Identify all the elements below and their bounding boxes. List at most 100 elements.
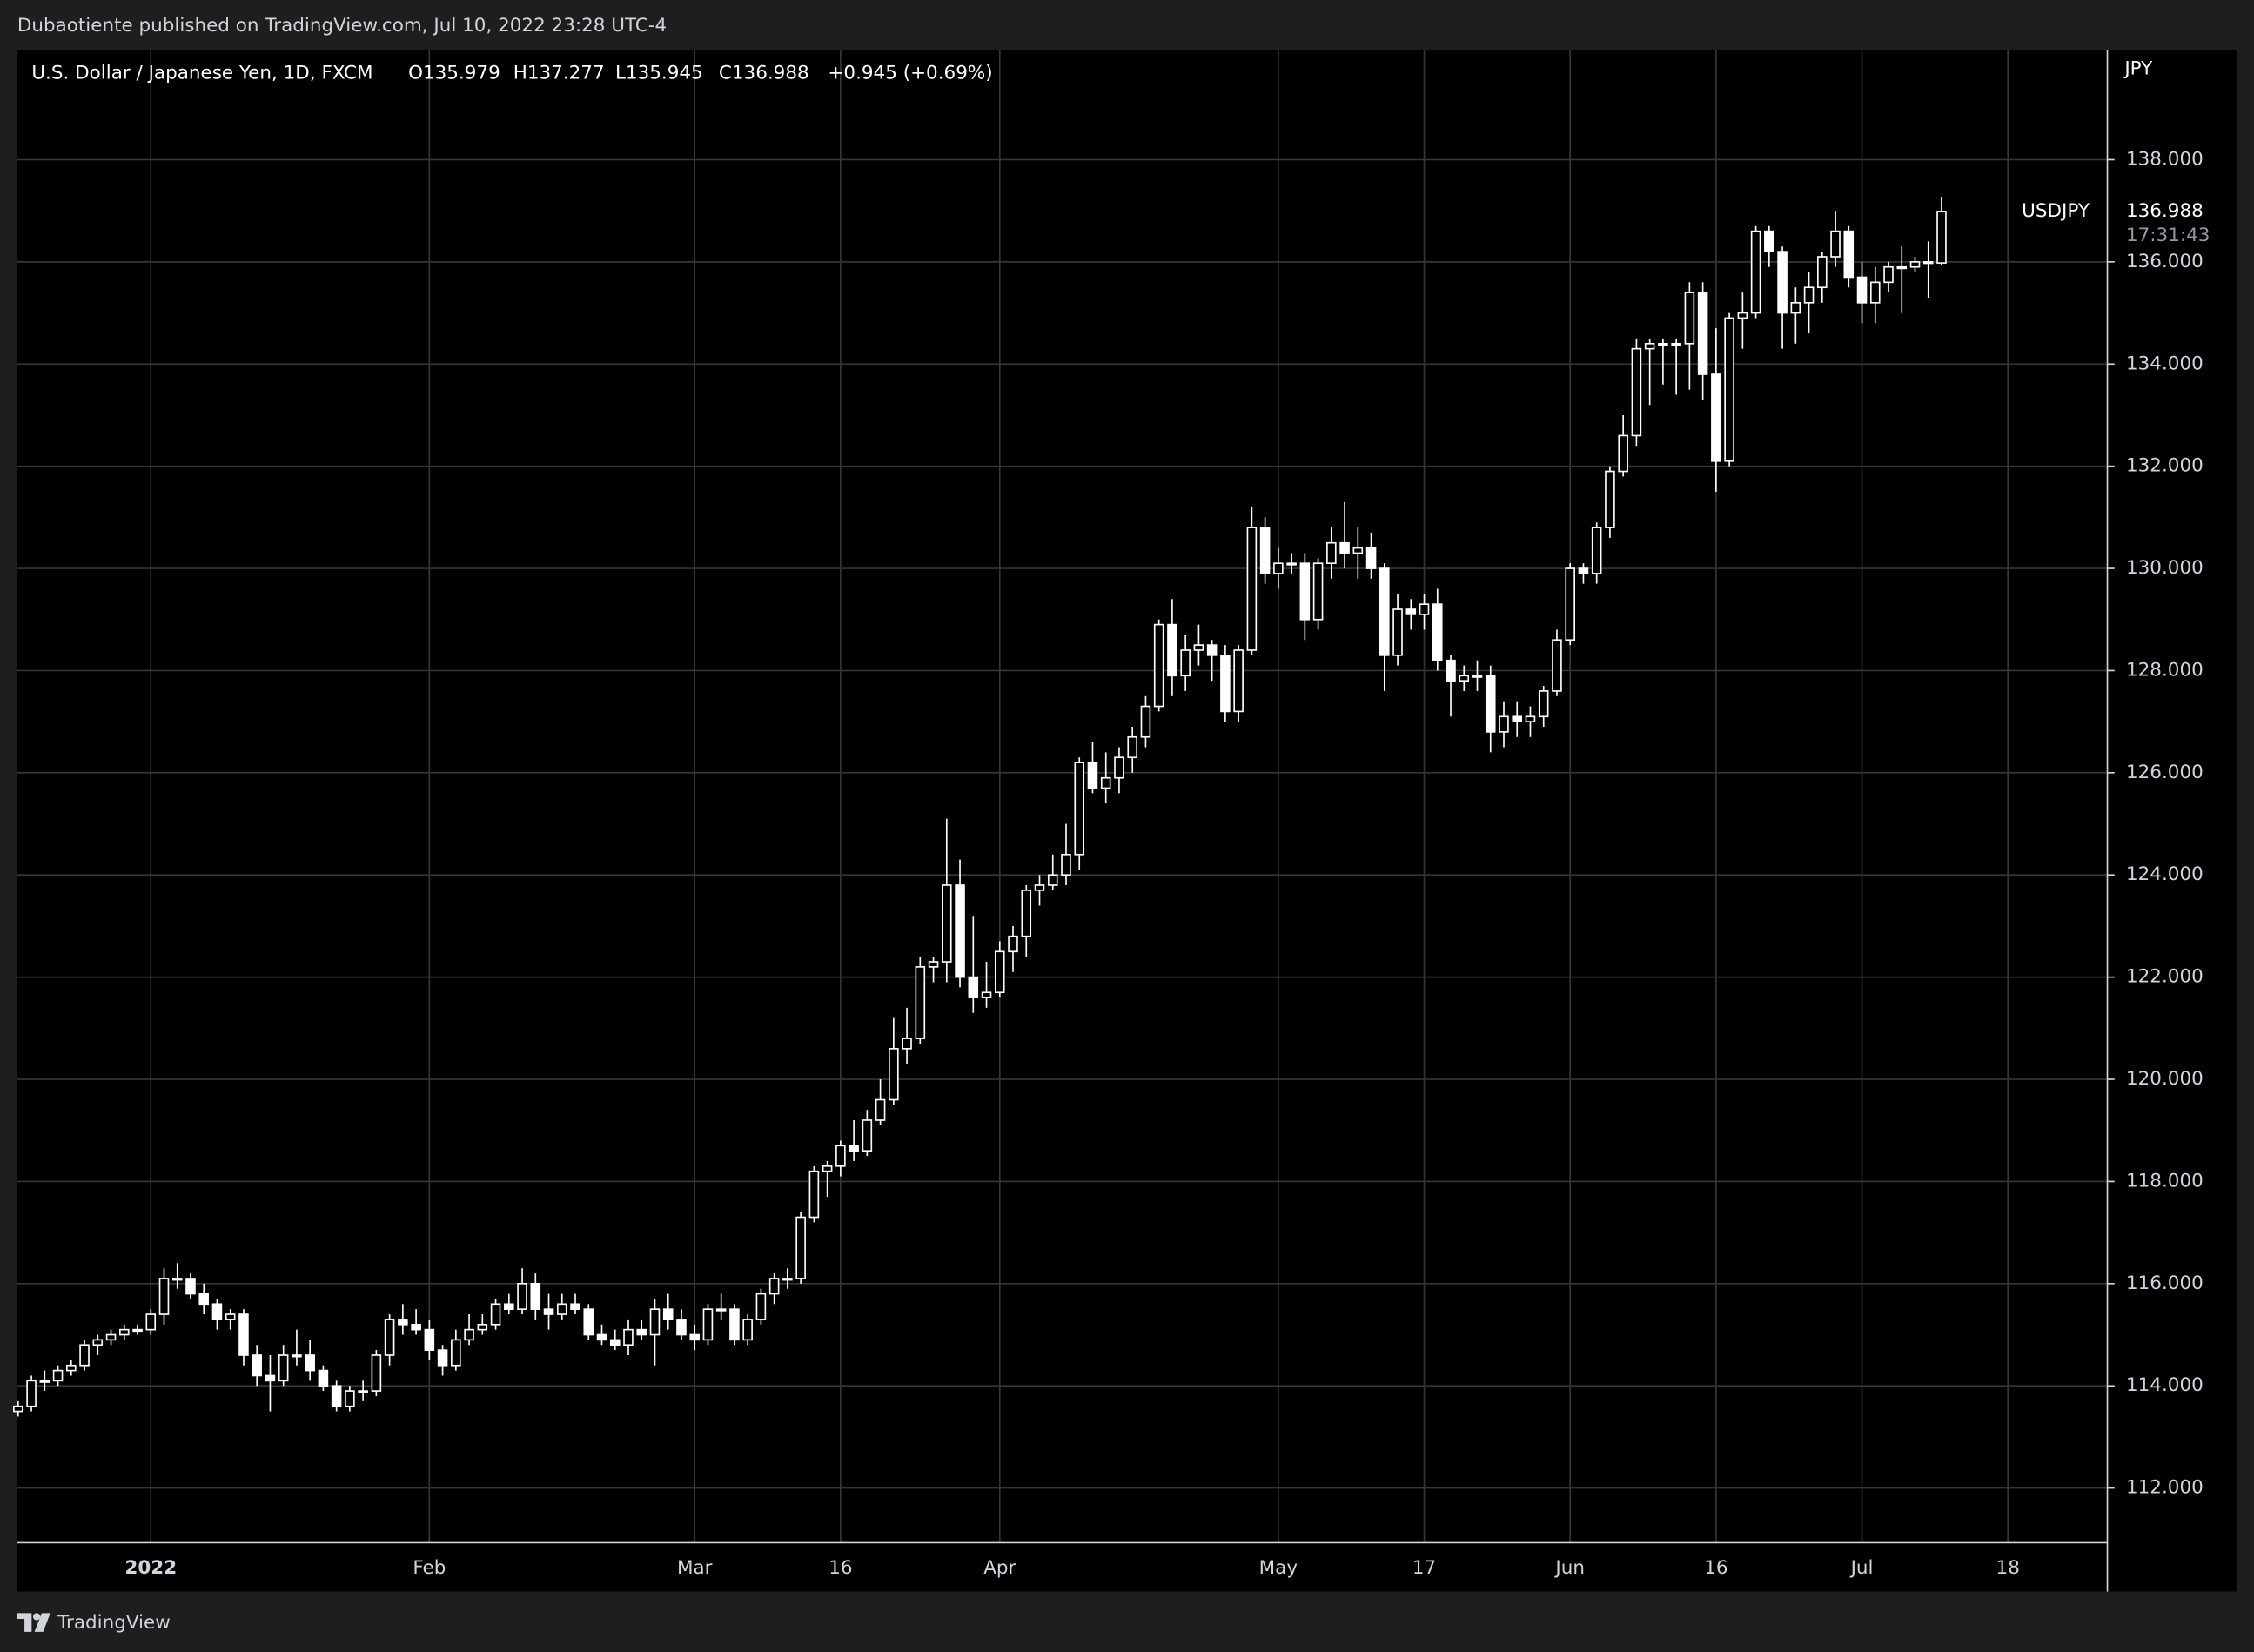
candle-body [1843,230,1855,279]
candle-body [331,1385,342,1407]
candle-body [1512,715,1523,722]
legend-symbol: U.S. Dollar / Japanese Yen, 1D, FXCM [31,62,372,84]
candle-body [1127,735,1137,759]
candle-body [1499,715,1509,733]
candle-body [265,1374,276,1382]
candle-body [1883,265,1894,284]
candle-body [211,1303,223,1320]
series-name: USDJPY [2022,200,2090,222]
countdown: 17:31:43 [2126,225,2210,246]
x-tick-label: May [1259,1557,1298,1579]
candle-body [504,1303,514,1310]
candle-body [1246,527,1258,651]
candle-body [1021,890,1032,937]
candle-body [1777,251,1788,314]
x-tick-label: Mar [677,1557,713,1579]
candle-body [1114,756,1124,779]
candle-body [1936,211,1947,264]
candle-body [384,1319,395,1356]
candle-body [729,1308,740,1341]
candle-body [1419,603,1430,615]
candle-body [252,1354,262,1377]
y-tick-label: 128.000 [2126,659,2204,681]
candle-body [79,1344,90,1367]
x-tick-label: Apr [983,1557,1016,1579]
candle-body [1087,762,1098,789]
candle-body [835,1145,846,1167]
candle-body [1658,342,1668,346]
candle-body [1061,853,1071,876]
candle-body [1631,347,1642,437]
candle-body [875,1098,886,1121]
candle-body [1750,230,1761,314]
candle-body [305,1354,315,1372]
candle-body [1869,281,1881,304]
legend-low: L135.945 [615,62,703,84]
candle-body [238,1313,249,1356]
y-tick-label: 116.000 [2126,1273,2204,1294]
candle-body [1180,649,1191,677]
candle-body [570,1303,580,1310]
candle-body [1578,567,1589,574]
candle-body [105,1333,117,1341]
y-tick-label: 126.000 [2126,762,2204,783]
candle-body [583,1308,594,1336]
candle-body [424,1328,435,1351]
candle-body [994,950,1005,994]
candle-body [1485,675,1496,733]
candle-body [1100,776,1111,789]
candle-body [1326,541,1337,565]
candle-body [782,1278,793,1281]
y-tick-label: 124.000 [2126,863,2204,885]
legend-close: C136.988 [719,62,809,84]
candle-body [1538,690,1549,718]
candle-body [1140,705,1151,738]
candle-body [1273,562,1284,574]
candle-body [1922,261,1934,265]
candle-body [198,1293,210,1306]
candles [13,196,1947,1417]
y-unit: JPY [2123,57,2153,79]
y-tick-label: 138.000 [2126,148,2204,170]
candle-body [1312,562,1324,621]
candle-body [1446,659,1456,682]
last-price-label: 136.988 [2126,200,2204,222]
candle-body [318,1369,329,1387]
candle-body [755,1293,767,1320]
candle-body [981,991,992,998]
candle-body [225,1313,236,1320]
candle-body [928,961,939,968]
candle-body [1671,342,1681,346]
candle-body [1525,715,1536,722]
candle-body [185,1278,196,1295]
candle-body [1365,547,1377,569]
candle-body [1167,623,1177,677]
candle-body [1896,265,1908,270]
candle-body [92,1339,104,1346]
candle-body [490,1303,501,1326]
candle-body [702,1308,714,1341]
chart-pane [17,50,2237,1592]
candle-body [371,1354,382,1392]
candle-body [822,1165,833,1172]
brand: TradingView [57,1612,171,1634]
candle-body [1711,373,1721,462]
candle-body [1206,644,1218,656]
candle-body [145,1313,157,1331]
candle-body [715,1308,727,1312]
y-tick-label: 130.000 [2126,557,2204,579]
y-tick-label: 132.000 [2126,455,2204,477]
candle-body [543,1308,554,1315]
candle-body [1790,302,1801,314]
candle-body [676,1319,687,1336]
candle-body [1299,562,1311,621]
candle-body [437,1349,448,1367]
candle-body [411,1323,421,1331]
x-tick-label: 2022 [124,1557,177,1579]
candle-body [623,1328,634,1346]
candle-body [1047,874,1058,886]
candle-body [477,1323,488,1331]
candle-body [795,1216,806,1279]
candle-body [808,1170,820,1219]
